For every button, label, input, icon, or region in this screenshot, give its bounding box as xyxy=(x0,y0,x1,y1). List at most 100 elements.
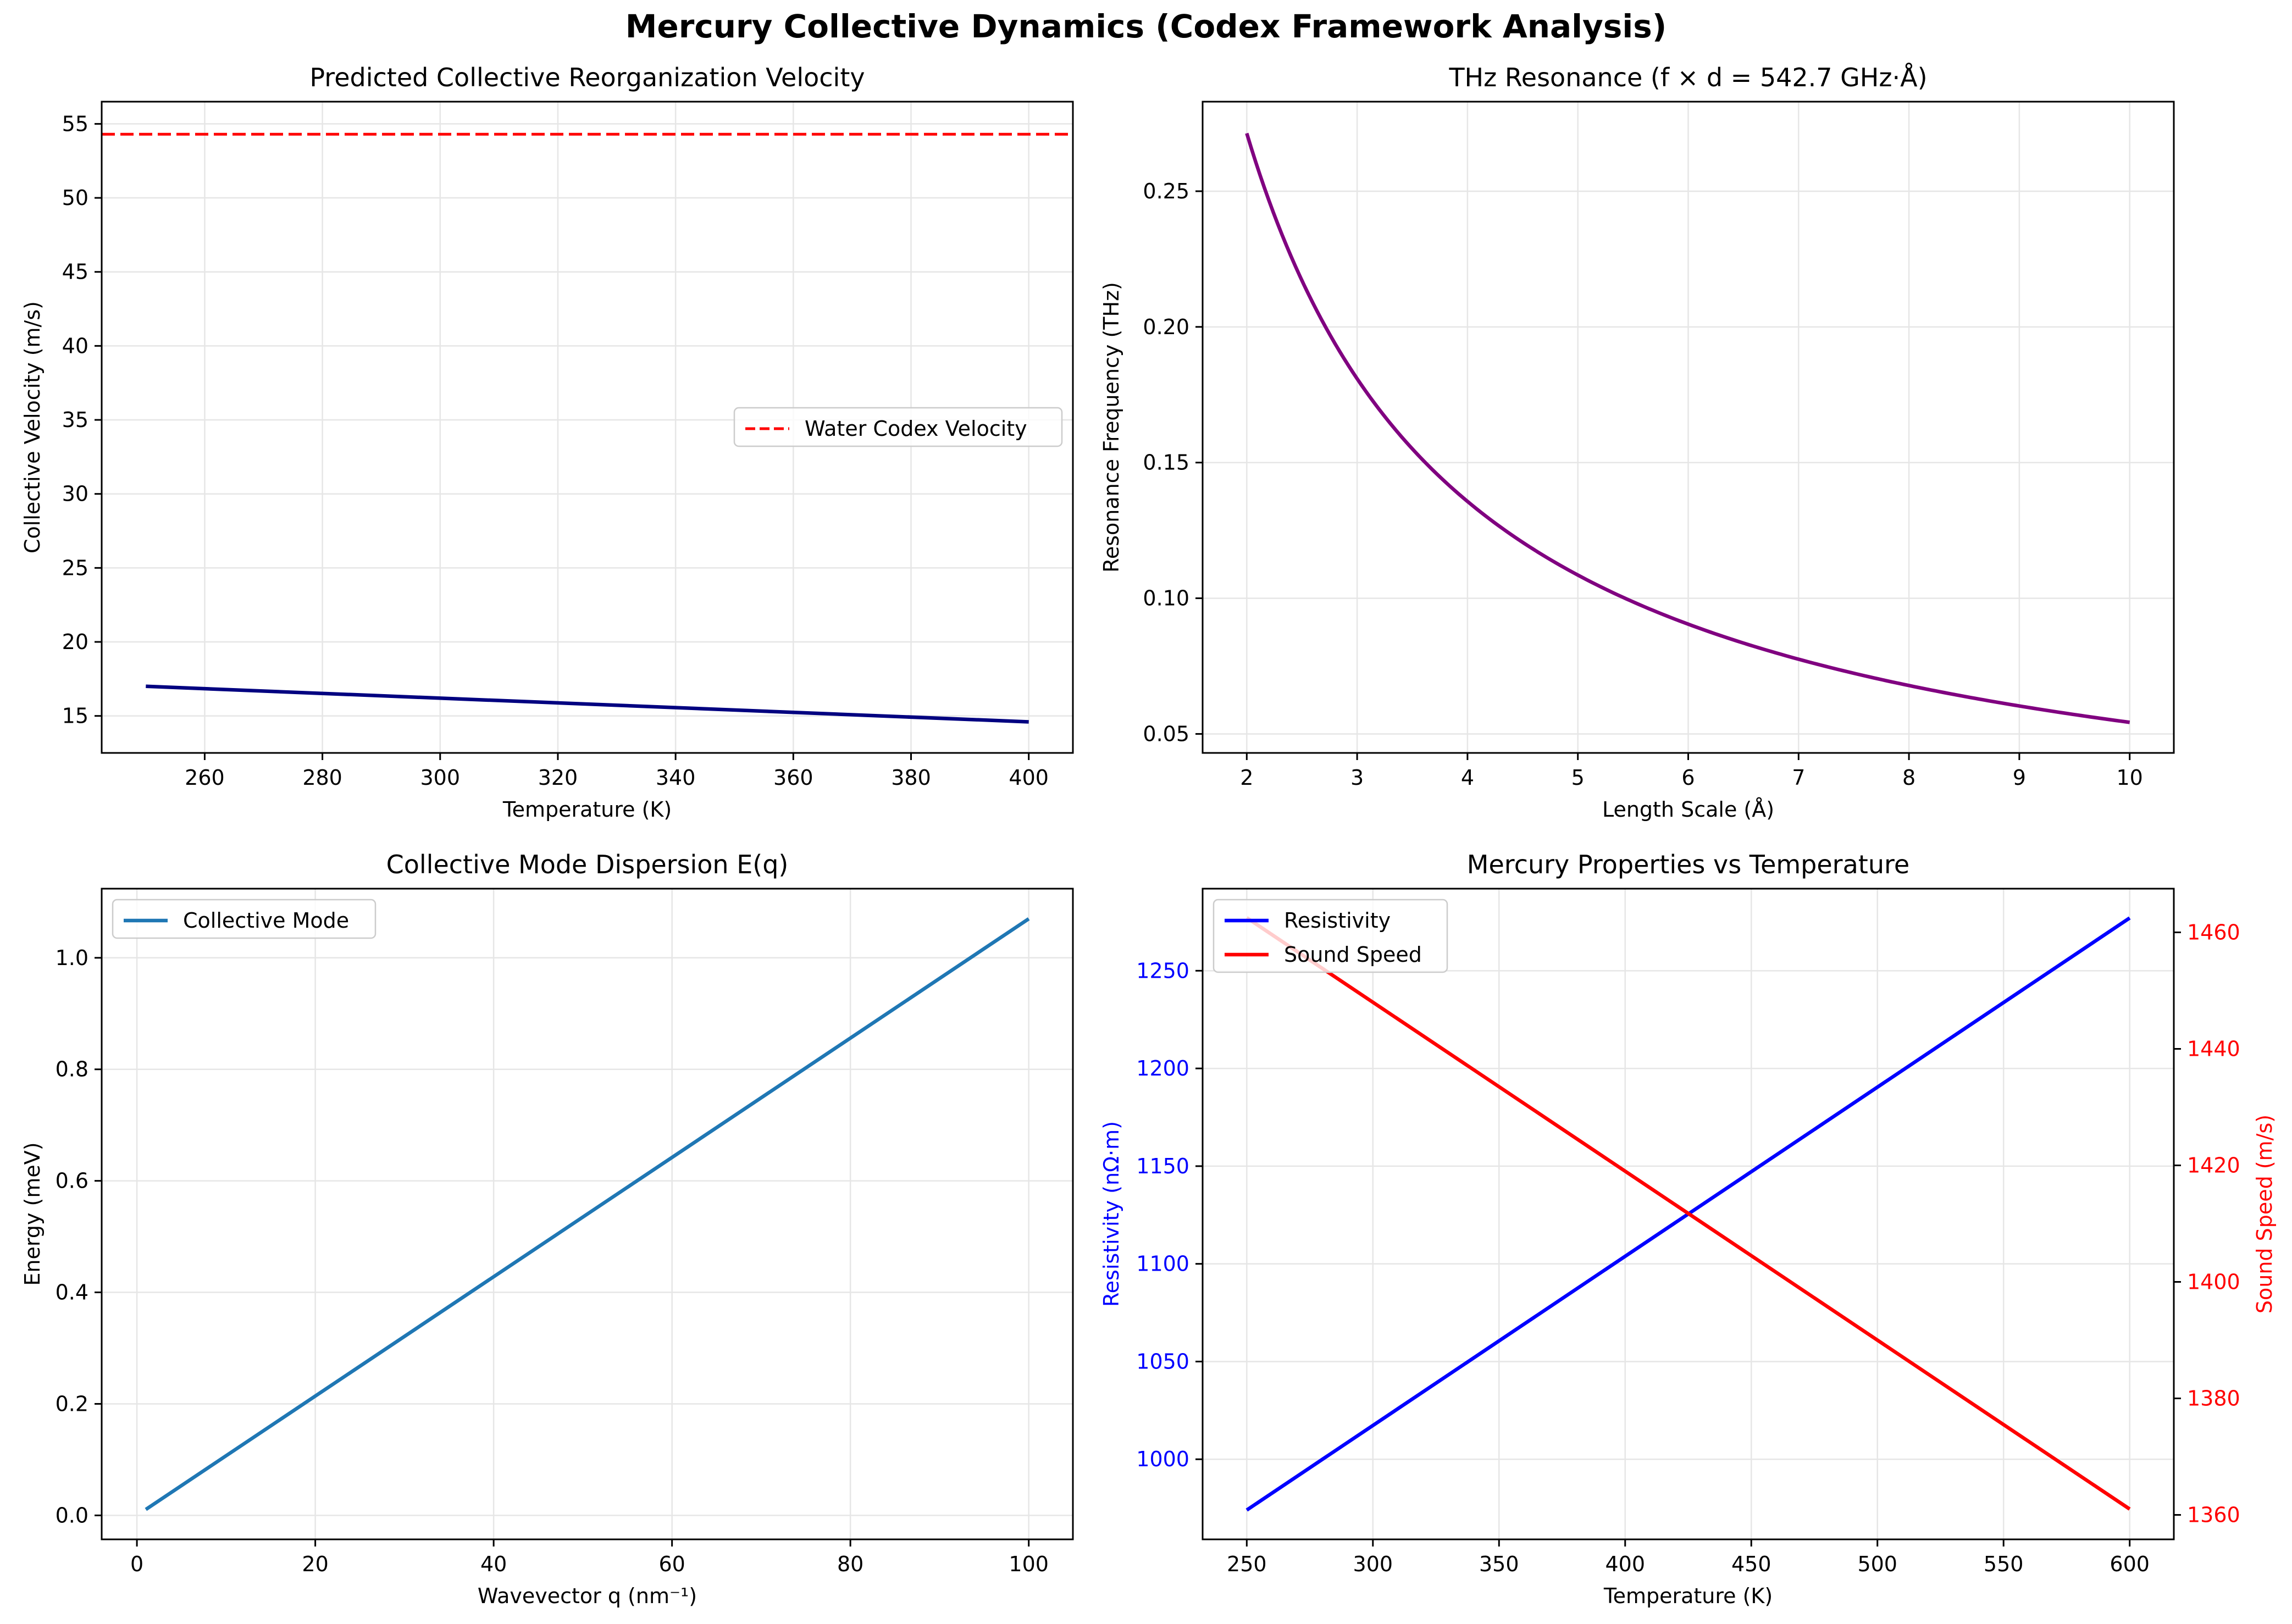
x-tick-label: 8 xyxy=(1902,766,1915,790)
y-tick-label: 0.20 xyxy=(1143,315,1189,339)
x-tick-label: 400 xyxy=(1605,1552,1645,1576)
y-tick-label: 40 xyxy=(62,334,88,358)
plot-area xyxy=(102,132,1073,724)
axes-frame xyxy=(101,888,1074,1540)
legend-box xyxy=(112,899,377,939)
subplot-4: 250 300 350 400 450 500 550 600 1000 1050 1100 1150… xyxy=(1099,850,2277,1608)
x-tick-label: 9 xyxy=(2013,766,2026,790)
x-tick-label: 3 xyxy=(1350,766,1364,790)
x-tick-label: 600 xyxy=(2110,1552,2150,1576)
y-axis-label: Energy (meV) xyxy=(20,1142,45,1285)
x-tick-label: 5 xyxy=(1571,766,1585,790)
x-tick-label: 60 xyxy=(658,1552,685,1576)
x-tick-label: 10 xyxy=(2117,766,2143,790)
x-tick-label: 7 xyxy=(1792,766,1805,790)
y-tick-label: 0.6 xyxy=(56,1169,88,1193)
y-tick-label: 0.05 xyxy=(1143,722,1189,746)
y-tick-label: 1100 xyxy=(1136,1252,1189,1276)
y-right-tick-label: 1420 xyxy=(2187,1153,2240,1177)
y-tick-label: 50 xyxy=(62,186,88,210)
y-tick-label: 0.0 xyxy=(56,1503,88,1527)
legend: Water Codex Velocity xyxy=(733,407,1063,447)
legend-label: Resistivity xyxy=(1284,908,1391,933)
x-tick-label: 350 xyxy=(1479,1552,1519,1576)
y-tick-label: 1250 xyxy=(1136,958,1189,983)
x-tick-label: 360 xyxy=(773,766,813,790)
x-tick-label: 20 xyxy=(302,1552,328,1576)
legend-label: Collective Mode xyxy=(183,908,349,933)
y-tick-label: 0.15 xyxy=(1143,451,1189,475)
y-tick-label: 1.0 xyxy=(56,946,88,970)
y-tick-label: 0.4 xyxy=(56,1281,88,1305)
y-tick-label: 1150 xyxy=(1136,1154,1189,1178)
subplot-1: 260 280 300 320 340 360 380 400 15 20 25 30 35 40 45 50… xyxy=(20,63,1074,822)
y-tick-label: 1200 xyxy=(1136,1056,1189,1080)
x-tick-label: 2 xyxy=(1240,766,1253,790)
x-tick-label: 450 xyxy=(1731,1552,1771,1576)
x-tick-label: 80 xyxy=(837,1552,863,1576)
legend-box xyxy=(1213,899,1448,973)
y-tick-label: 45 xyxy=(62,260,88,284)
x-tick-label: 280 xyxy=(302,766,342,790)
x-tick-label: 4 xyxy=(1461,766,1474,790)
y-right-tick-label: 1400 xyxy=(2187,1270,2240,1294)
x-tick-label: 40 xyxy=(480,1552,507,1576)
subplot-title: Predicted Collective Reorganization Velo… xyxy=(309,63,865,92)
y-tick-label: 0.10 xyxy=(1143,586,1189,611)
x-tick-label: 6 xyxy=(1681,766,1695,790)
x-axis-label: Length Scale (Å) xyxy=(1602,797,1774,822)
y-axis-label: Resonance Frequency (THz) xyxy=(1099,282,1123,573)
plot-area xyxy=(145,917,1030,1511)
x-tick-label: 400 xyxy=(1009,766,1049,790)
plot-area xyxy=(1245,132,2130,724)
x-tick-label: 300 xyxy=(420,766,461,790)
y-tick-label: 55 xyxy=(62,112,88,136)
series-collective-mode xyxy=(145,917,1030,1511)
plot-area xyxy=(1245,916,2131,1512)
series-line-1 xyxy=(146,684,1029,724)
subplot-2: 2 3 4 5 6 7 8 9 10 0.05 0.10 0.15 0.20 0.25 THz Resona… xyxy=(1099,63,2175,822)
y-tick-label: 0.2 xyxy=(56,1392,88,1416)
y-tick-label: 25 xyxy=(62,556,88,580)
y-tick-label: 0.25 xyxy=(1143,179,1189,203)
y-right-axis-label: Sound Speed (m/s) xyxy=(2252,1115,2277,1313)
x-tick-label: 260 xyxy=(185,766,225,790)
x-tick-label: 550 xyxy=(1984,1552,2024,1576)
series-line-1 xyxy=(1245,132,2130,724)
subplot-3: 0 20 40 60 80 100 0.0 0.2 0.4 0.6 0.8 1.0 Collective… xyxy=(20,850,1074,1608)
legend-label: Water Codex Velocity xyxy=(805,417,1027,441)
legend: Resistivity Sound Speed xyxy=(1213,899,1448,973)
y-axis-label: Collective Velocity (m/s) xyxy=(20,301,45,553)
x-axis-label: Temperature (K) xyxy=(502,797,672,822)
axes-frame xyxy=(101,101,1074,754)
x-tick-label: 500 xyxy=(1857,1552,1897,1576)
figure-suptitle: Mercury Collective Dynamics (Codex Frame… xyxy=(625,8,1667,45)
y-tick-label: 1050 xyxy=(1136,1349,1189,1373)
y-tick-label: 30 xyxy=(62,482,88,506)
x-tick-label: 340 xyxy=(656,766,696,790)
legend-label: Sound Speed xyxy=(1284,943,1422,967)
x-tick-label: 300 xyxy=(1353,1552,1393,1576)
axes-frame xyxy=(1202,888,2175,1540)
subplot-title: THz Resonance (f × d = 542.7 GHz·Å) xyxy=(1448,63,1927,92)
y-right-tick-label: 1460 xyxy=(2187,920,2240,944)
legend-box xyxy=(733,407,1063,447)
x-tick-label: 320 xyxy=(538,766,578,790)
y-right-tick-label: 1360 xyxy=(2187,1503,2240,1527)
x-tick-label: 250 xyxy=(1227,1552,1267,1576)
subplot-title: Collective Mode Dispersion E(q) xyxy=(386,850,789,879)
legend: Collective Mode xyxy=(112,899,377,939)
series-sound-speed xyxy=(1245,916,2131,1511)
y-right-tick-label: 1380 xyxy=(2187,1386,2240,1410)
y-tick-label: 15 xyxy=(62,704,88,728)
x-tick-label: 0 xyxy=(130,1552,143,1576)
y-tick-label: 1000 xyxy=(1136,1447,1189,1471)
y-tick-label: 20 xyxy=(62,630,88,654)
x-axis-label: Wavevector q (nm⁻¹) xyxy=(478,1584,697,1608)
subplot-title: Mercury Properties vs Temperature xyxy=(1467,850,1909,879)
y-right-tick-label: 1440 xyxy=(2187,1037,2240,1061)
y-axis-label: Resistivity (nΩ·m) xyxy=(1099,1121,1123,1307)
y-tick-label: 35 xyxy=(62,408,88,432)
